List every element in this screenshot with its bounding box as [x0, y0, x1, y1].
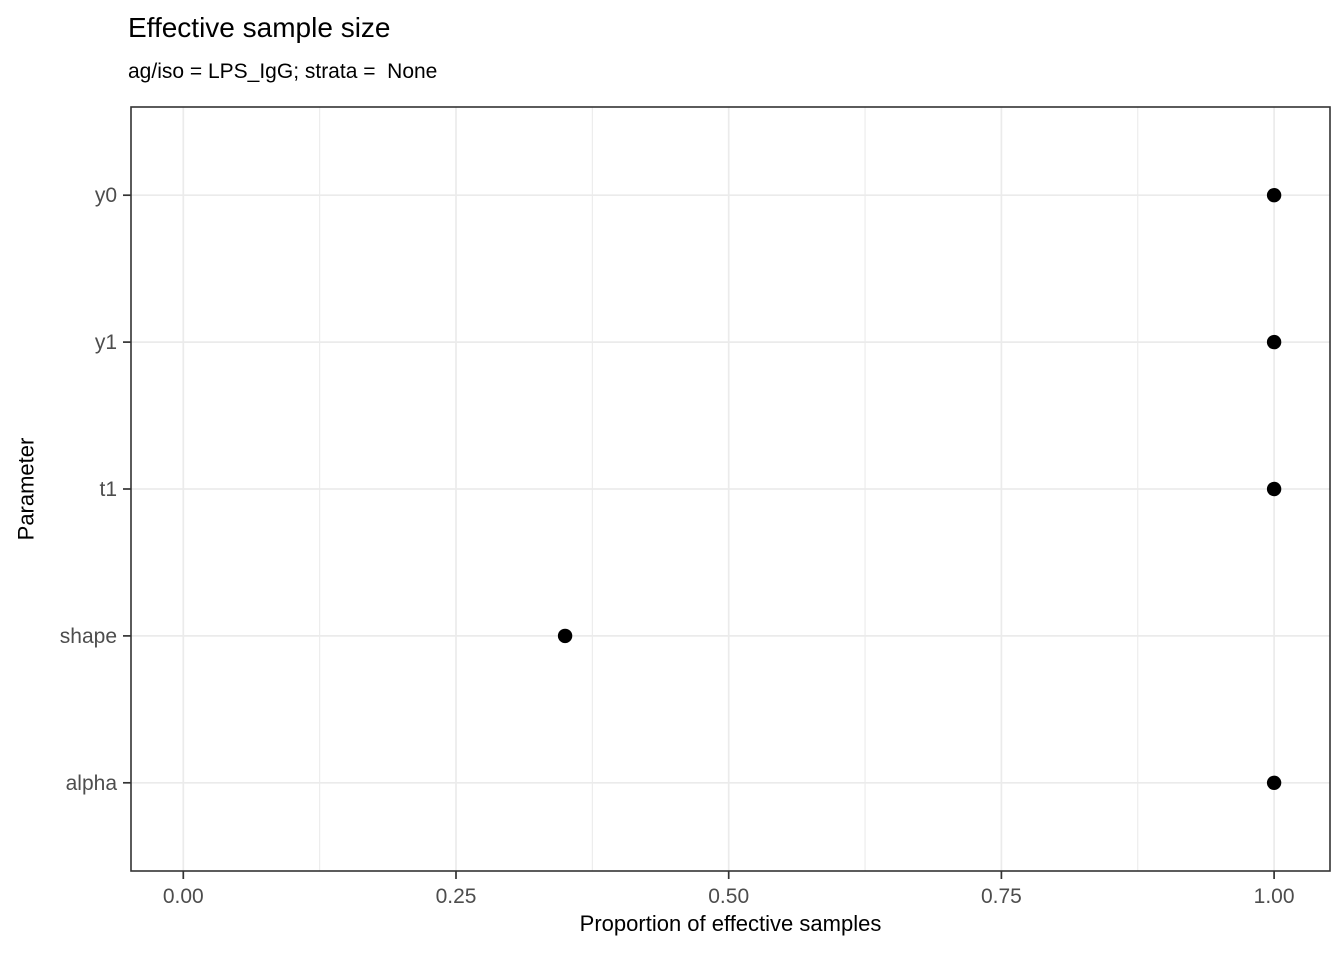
y-axis-title-column: Parameter — [4, 107, 48, 871]
x-tick-label: 0.25 — [436, 885, 477, 908]
data-point-t1 — [1266, 481, 1282, 497]
y-axis-title: Parameter — [13, 437, 38, 541]
x-tick-label: 0.00 — [163, 885, 204, 908]
data-point-shape — [557, 628, 573, 644]
y-tick-label-shape: shape — [60, 625, 117, 648]
data-point-y1 — [1266, 334, 1282, 350]
x-axis-title: Proportion of effective samples — [579, 911, 882, 936]
chart-subtitle: ag/iso = LPS_IgG; strata = None — [128, 60, 438, 83]
y-tick-label-alpha: alpha — [66, 772, 118, 795]
y-tick-label-y0: y0 — [95, 184, 117, 207]
y-tick-label-y1: y1 — [95, 331, 117, 354]
y-tick-label-t1: t1 — [99, 478, 117, 501]
x-tick-label: 0.75 — [981, 885, 1022, 908]
data-point-y0 — [1266, 188, 1282, 203]
x-tick-label: 1.00 — [1254, 885, 1295, 908]
x-tick-label: 0.50 — [708, 885, 749, 908]
chart-title: Effective sample size — [128, 12, 391, 43]
data-point-alpha — [1266, 775, 1282, 790]
